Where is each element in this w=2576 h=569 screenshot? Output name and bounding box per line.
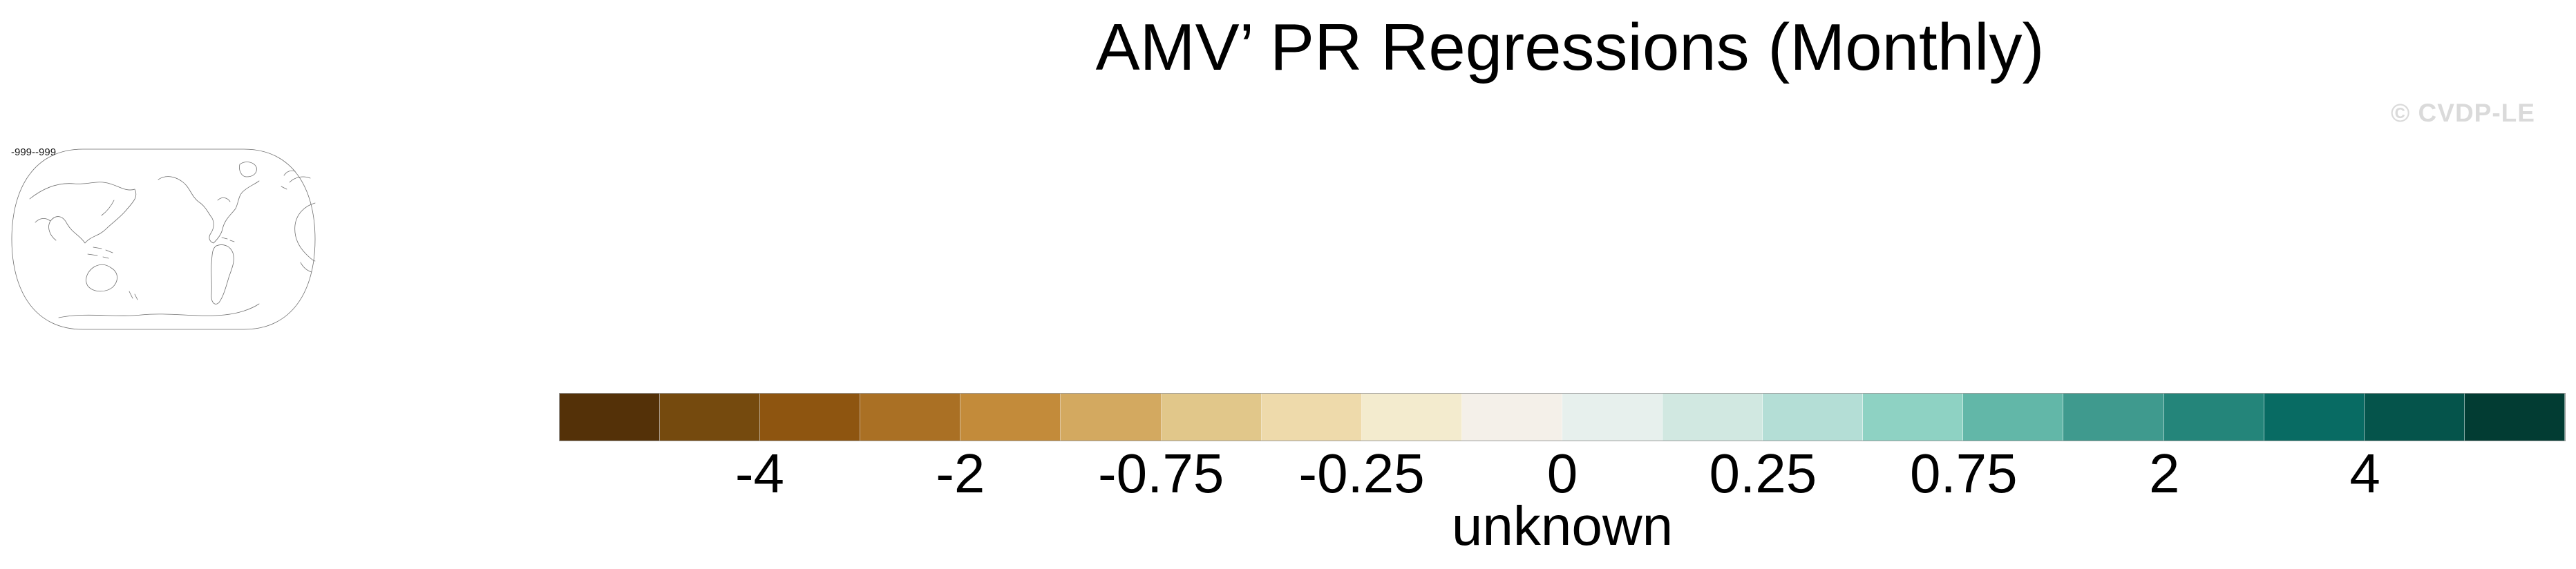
world-map-inset: -999--999 <box>10 145 316 334</box>
colorbar-tick-label: -2 <box>936 443 985 504</box>
colorbar-tick-label: 2 <box>2148 443 2180 504</box>
colorbar <box>559 393 2566 441</box>
colorbar-segment <box>1361 394 1462 441</box>
colorbar-segment <box>1863 394 1964 441</box>
figure-title: AMV’ PR Regressions (Monthly) <box>1095 10 2045 84</box>
colorbar-segment <box>960 394 1061 441</box>
colorbar-segment <box>760 394 861 441</box>
colorbar-tick-labels: -4 -2 -0.75 -0.25 0 0.25 0.75 2 4 <box>559 446 2566 504</box>
colorbar-tick-label: -0.25 <box>1298 443 1425 504</box>
colorbar-tick-label: 0.25 <box>1709 443 1817 504</box>
colorbar-segment <box>1562 394 1663 441</box>
colorbar-segment <box>1763 394 1864 441</box>
map-outline <box>11 148 316 330</box>
missing-data-label: -999--999 <box>11 146 57 158</box>
colorbar-segment <box>2264 394 2365 441</box>
colorbar-segment <box>1461 394 1562 441</box>
colorbar-segment <box>2063 394 2164 441</box>
colorbar-segment <box>1663 394 1763 441</box>
colorbar-segment <box>1161 394 1262 441</box>
map-coastlines <box>29 162 316 318</box>
world-map-thumbnail <box>11 148 316 330</box>
colorbar-segment <box>2364 394 2465 441</box>
colorbar-segment <box>1061 394 1162 441</box>
colorbar-tick-label: 0 <box>1546 443 1578 504</box>
colorbar-tick-label: 4 <box>2349 443 2380 504</box>
colorbar-segment <box>560 394 661 441</box>
colorbar-units-label: unknown <box>1451 495 1674 557</box>
colorbar-segment <box>860 394 961 441</box>
colorbar-tick-label: 0.75 <box>1909 443 2018 504</box>
colorbar-segment <box>2163 394 2264 441</box>
colorbar-segment <box>1963 394 2064 441</box>
colorbar-tick-label: -0.75 <box>1098 443 1224 504</box>
colorbar-segment <box>2464 394 2565 441</box>
colorbar-segment <box>660 394 761 441</box>
copyright-watermark: © CVDP-LE <box>2391 99 2535 127</box>
colorbar-segment <box>1261 394 1362 441</box>
colorbar-tick-label: -4 <box>735 443 784 504</box>
